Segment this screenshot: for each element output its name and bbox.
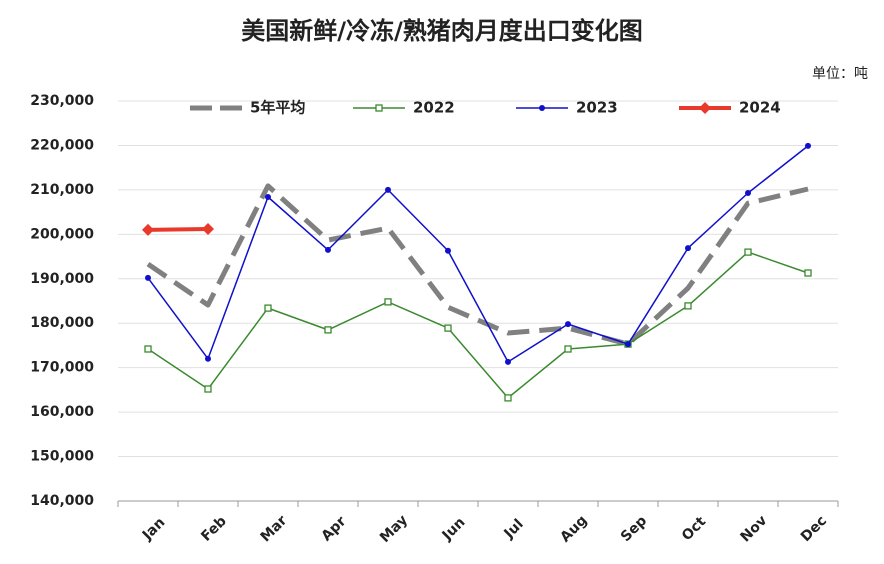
series-line [147, 145, 809, 363]
legend-label: 5年平均 [250, 99, 305, 117]
x-tick-label: Jan [139, 515, 168, 544]
marker [685, 245, 691, 252]
y-tick-label: 220,000 [30, 137, 94, 153]
marker [745, 190, 751, 196]
marker [539, 105, 545, 111]
y-tick-label: 190,000 [30, 271, 94, 287]
y-tick-label: 160,000 [30, 404, 94, 420]
marker [444, 324, 452, 332]
marker [505, 358, 511, 365]
marker [375, 104, 383, 112]
x-tick-label: Sep [618, 513, 650, 545]
marker [385, 186, 391, 193]
marker [804, 269, 812, 277]
x-tick-label: Nov [738, 513, 771, 546]
x-tick-label: May [377, 512, 411, 546]
marker [744, 248, 752, 256]
y-tick-label: 150,000 [30, 449, 94, 465]
marker [264, 304, 272, 312]
marker [564, 345, 572, 353]
marker [625, 341, 631, 348]
x-tick-label: Oct [679, 514, 710, 545]
x-tick-label: Aug [557, 512, 590, 545]
marker [144, 345, 152, 353]
marker [265, 194, 271, 200]
marker [205, 355, 211, 362]
marker [504, 394, 512, 402]
marker [565, 321, 571, 328]
x-tick-label: Jul [501, 516, 527, 542]
y-tick-label: 230,000 [30, 93, 94, 109]
y-tick-label: 200,000 [30, 226, 94, 242]
marker [145, 274, 151, 281]
y-tick-label: 140,000 [30, 493, 94, 509]
marker [202, 223, 214, 235]
legend-label: 2022 [413, 99, 455, 117]
chart-title: 美国新鲜/冷冻/熟猪肉月度出口变化图 [241, 17, 643, 45]
x-tick-label: Dec [798, 513, 830, 545]
marker [445, 247, 451, 254]
series-line [147, 227, 209, 232]
series-line [146, 183, 809, 347]
x-tick-label: Mar [258, 513, 291, 546]
series-line [147, 251, 809, 399]
marker [684, 302, 692, 310]
y-tick-label: 170,000 [30, 360, 94, 376]
marker [699, 102, 711, 114]
y-tick-label: 210,000 [30, 182, 94, 198]
marker [384, 298, 392, 306]
marker [204, 385, 212, 393]
legend-label: 2024 [739, 99, 781, 117]
marker [142, 223, 154, 236]
y-tick-label: 180,000 [30, 315, 94, 331]
x-tick-label: Apr [319, 513, 350, 544]
marker [805, 142, 811, 149]
marker [325, 246, 331, 253]
x-tick-label: Jun [439, 514, 469, 544]
x-tick-label: Feb [198, 513, 229, 544]
legend-label: 2023 [576, 99, 618, 117]
unit-label: 单位：吨 [812, 66, 868, 82]
marker [324, 326, 332, 334]
